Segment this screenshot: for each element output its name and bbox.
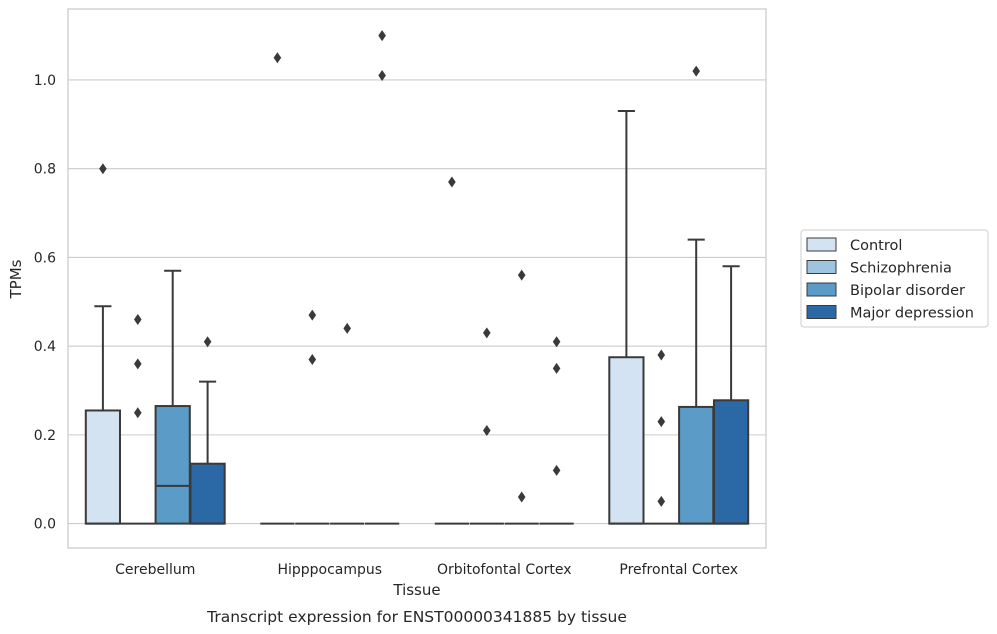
box-group [469,327,504,525]
legend-label: Schizophrenia [850,261,952,277]
legend-swatch [806,305,837,319]
box [608,356,645,525]
box-group [260,52,295,525]
outlier-point [657,349,666,361]
outlier-point [657,416,666,428]
box-group [364,30,400,525]
plot-frame [67,8,767,549]
outlier-point [203,336,212,348]
legend-swatch [806,260,837,274]
box-group [330,322,365,525]
legend-swatch [806,282,837,297]
box-group [295,309,330,525]
outlier-point [657,495,666,507]
box-group [189,336,226,525]
outlier-point [343,322,351,334]
outlier-point [308,353,317,365]
box [712,399,750,525]
x-tick-label: Cerebellum [115,562,195,578]
box [678,405,715,525]
box-group [504,269,539,525]
outlier-point [308,309,317,321]
y-tick-label: 0.2 [34,428,56,444]
legend-frame [800,229,989,328]
y-tick-labels: 0.0 0.2 0.4 0.6 0.8 1.0 [34,73,56,533]
y-axis-label: TPMs [7,259,25,299]
legend-label: Bipolar disorder [850,283,965,299]
outlier-point [448,176,456,188]
legend-swatch [806,237,837,252]
box-group [678,65,715,525]
box-group [712,265,750,525]
outlier-point [134,314,142,326]
y-tick-label: 0.6 [34,250,56,266]
y-tick-label: 0.8 [34,162,56,178]
x-tick-label: Prefrontal Cortex [619,562,738,578]
outlier-point [483,424,491,436]
outlier-point [552,362,561,374]
legend: Control Schizophrenia Bipolar disorder Majo… [800,229,989,328]
y-tick-label: 0.0 [34,517,56,533]
box [189,462,226,525]
x-tick-label: Orbitofontal Cortex [437,562,572,578]
legend-label: Major depression [850,306,974,322]
outlier-point [483,327,491,339]
box-group [154,269,191,525]
outlier-point [552,336,561,348]
outlier-point [692,65,700,77]
outlier-point [134,358,142,370]
legend-label: Control [850,238,902,254]
box-group [644,349,679,525]
box-group [434,176,470,525]
box-group [120,314,155,525]
outlier-point [378,30,386,42]
x-tick-label: Hipppocampus [277,562,382,578]
chart-caption: Transcript expression for ENST0000034188… [206,608,627,626]
box-group [84,163,122,525]
box-groups [84,30,750,525]
box-group [608,110,645,525]
legend-items: Control Schizophrenia Bipolar disorder Majo… [806,237,974,322]
x-tick-labels: Cerebellum Hipppocampus Orbitofontal Corte… [115,562,738,578]
outlier-point [517,269,526,281]
outlier-point [273,52,282,64]
outlier-point [378,70,386,82]
y-tick-label: 1.0 [34,73,56,89]
x-axis-label: Tissue [392,581,440,599]
outlier-point [552,464,561,476]
y-tick-label: 0.4 [34,339,56,355]
outlier-point [517,491,526,503]
outlier-point [134,407,142,419]
box [84,409,122,525]
box [154,405,191,525]
box-group [539,336,574,525]
outlier-point [99,163,107,175]
